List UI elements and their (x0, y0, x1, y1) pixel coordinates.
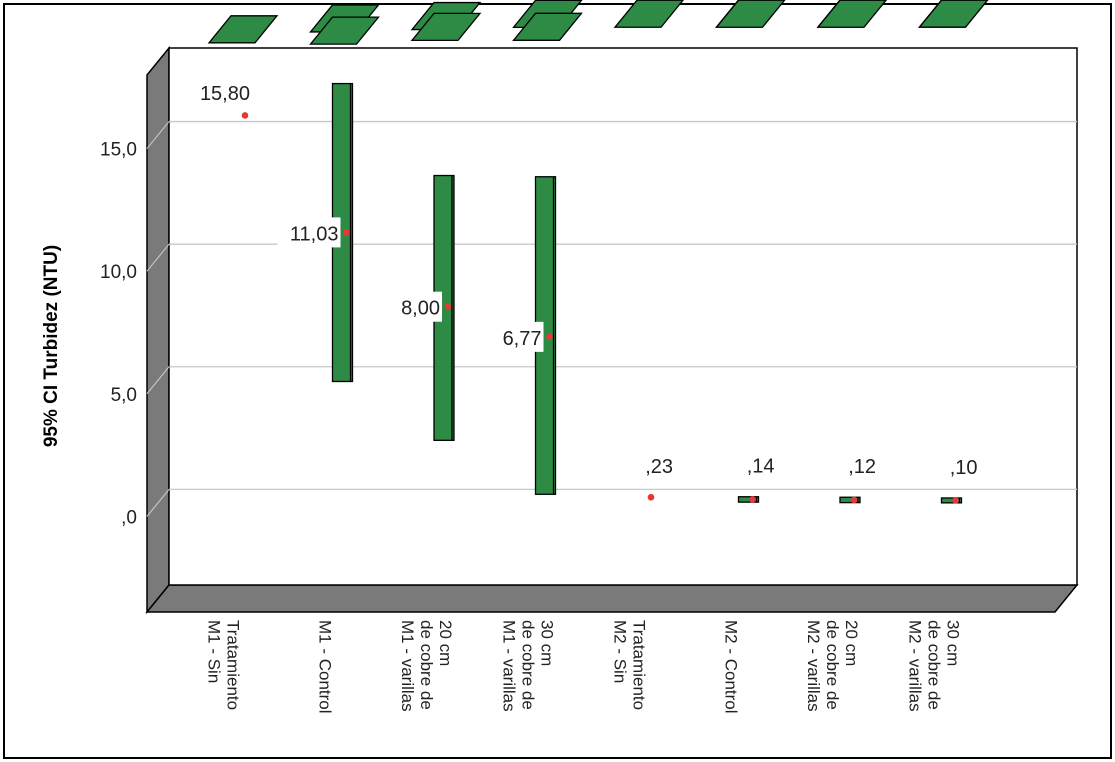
x-category-line: de cobre de (417, 620, 436, 710)
mean-label-bg (390, 291, 442, 322)
x-category-line: Tratamiento (224, 620, 243, 710)
y-tick-label: 10,0 (100, 262, 137, 283)
x-category-label: M2 - varillas de cobre de 20 cm (804, 620, 861, 712)
mean-label: 11,03 (290, 223, 339, 245)
mean-marker (850, 496, 858, 504)
x-category-line: 20 cm (842, 620, 861, 666)
y-tick-label: 15,0 (100, 140, 137, 161)
error-bar-group: 15,80 (200, 15, 279, 119)
wall-gridline (146, 243, 170, 272)
mean-label: ,14 (747, 456, 775, 478)
x-category-line: M2 - Sin (611, 620, 630, 683)
error-bar-upper-cap (816, 0, 888, 28)
mean-label-bg (491, 321, 544, 352)
y-axis-ticks: ,0 5,0 10,0 15,0 (100, 140, 137, 529)
mean-marker (343, 229, 350, 236)
error-bar-group: 6,77 (491, 0, 583, 495)
mean-marker (952, 497, 959, 504)
error-bar-upper-cap (715, 0, 786, 28)
x-category-line: de cobre de (519, 620, 538, 710)
wall-gridline (146, 121, 170, 149)
mean-label: 8,00 (401, 298, 440, 320)
x-category-line: de cobre de (823, 620, 842, 710)
error-bar-group: ,14 (715, 0, 786, 503)
error-bar-cap (207, 15, 279, 44)
x-category-line: M2 - varillas (906, 620, 925, 712)
x-category-label: M1 - varillas de cobre de 20 cm (398, 620, 455, 712)
mean-marker (546, 333, 553, 341)
y-axis-label: 95% CI Turbidez (NTU) (41, 245, 62, 447)
x-category-label: M2 - Control (722, 620, 741, 714)
x-category-label: M2 - varillas de cobre de 30 cm (906, 620, 963, 712)
x-category-label: M1 - varillas de cobre de 30 cm (500, 620, 557, 712)
error-bars: 15,80 11,03 8,00 6,77 ,23 ,14 ,12 ,10 (200, 0, 989, 504)
wall-gridline (146, 366, 170, 395)
wall-gridline (146, 489, 170, 517)
x-category-line: M1 - varillas (500, 620, 519, 712)
error-bar-group: ,12 (816, 0, 888, 504)
error-bar-group: 11,03 (277, 4, 380, 383)
x-category-line: 30 cm (538, 620, 557, 666)
error-bar-upper-cap (918, 0, 989, 28)
left-wall (146, 45, 170, 615)
error-bar-upper-cap (512, 12, 583, 41)
y-tick-label: ,0 (121, 507, 137, 528)
error-bar-group: ,23 (613, 0, 685, 501)
x-category-line: 20 cm (436, 620, 455, 666)
x-category-label: M2 - Sin Tratamiento (611, 620, 649, 710)
error-bar-upper-cap (410, 12, 482, 41)
mean-label-bg (277, 217, 341, 248)
error-bar-group: ,10 (918, 0, 989, 504)
y-tick-label: 5,0 (111, 385, 137, 406)
error-bar-upper-cap (309, 16, 380, 45)
mean-marker (647, 493, 655, 501)
mean-label: 15,80 (200, 83, 250, 105)
x-category-label: M1 - Control (316, 620, 335, 714)
x-category-line: M1 - Sin (205, 620, 224, 683)
x-category-label: M1 - Sin Tratamiento (205, 620, 243, 710)
x-axis-labels: M1 - Sin Tratamiento M1 - Control M1 - vari… (205, 620, 963, 714)
x-category-line: 30 cm (944, 620, 963, 666)
x-category-line: Tratamiento (630, 620, 649, 710)
x-category-line: M1 - varillas (398, 620, 417, 712)
error-bar-body (839, 496, 861, 504)
error-bar-body (737, 496, 760, 503)
mean-label: 6,77 (503, 328, 542, 350)
mean-marker (241, 112, 249, 119)
back-wall (168, 47, 1078, 586)
x-category-line: M1 - Control (316, 620, 335, 714)
error-bar-cap (613, 0, 685, 28)
x-category-line: M2 - varillas (804, 620, 823, 712)
mean-label: ,10 (950, 457, 978, 479)
x-category-line: de cobre de (925, 620, 944, 710)
mean-marker (749, 496, 756, 503)
mean-marker (444, 303, 452, 311)
error-bar-body (940, 497, 963, 504)
mean-label: ,23 (645, 456, 673, 478)
floor (145, 584, 1079, 613)
mean-label: ,12 (848, 456, 876, 478)
error-bar-group: 8,00 (390, 1, 482, 441)
x-category-line: M2 - Control (722, 620, 741, 714)
